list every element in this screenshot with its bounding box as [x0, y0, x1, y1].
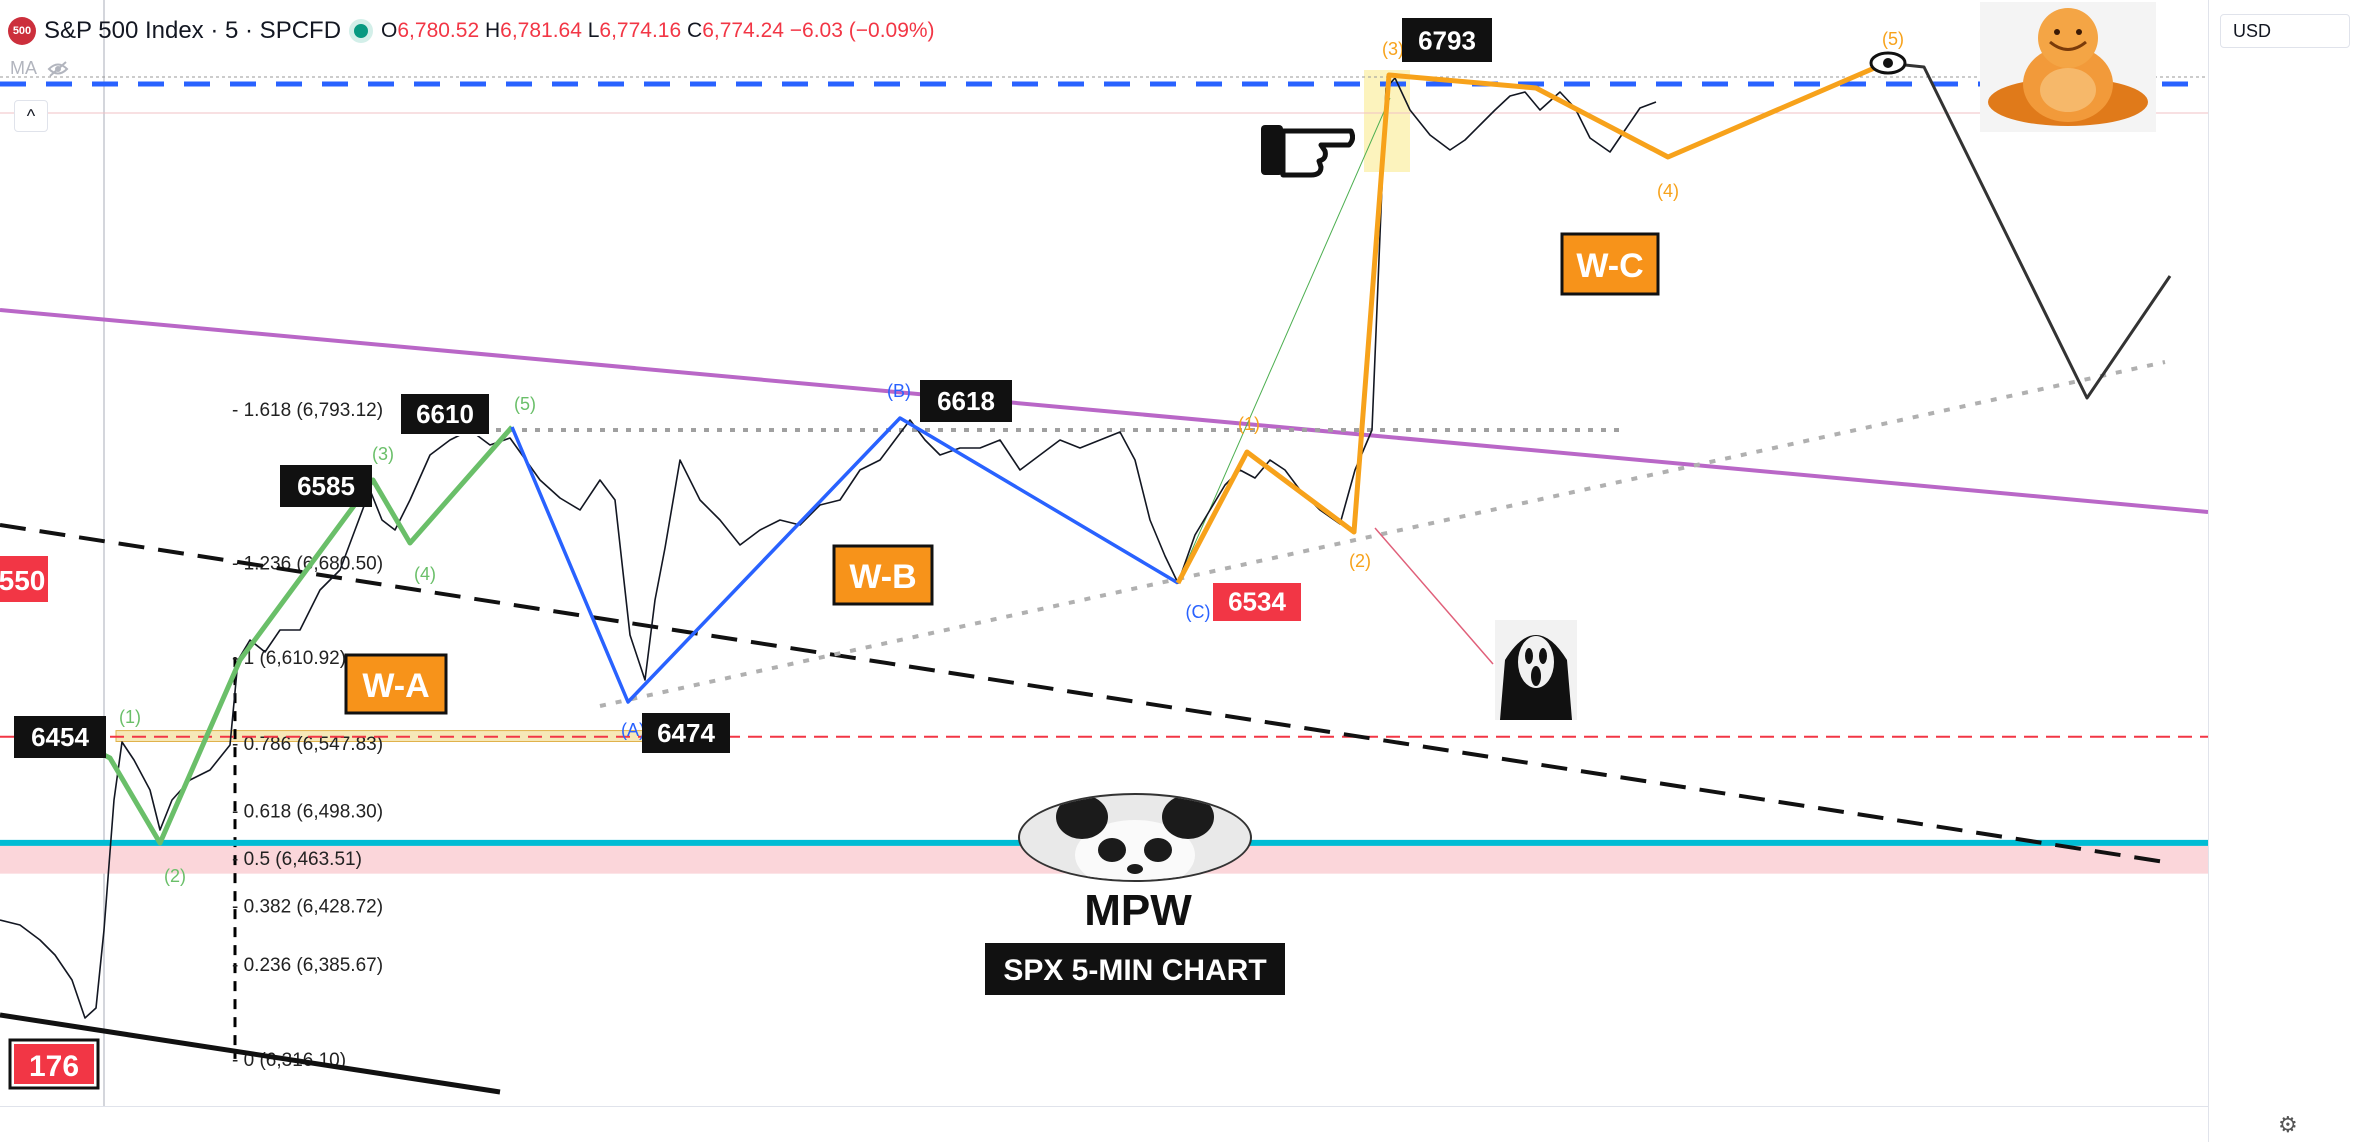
left-clipped-label: 550	[0, 565, 45, 596]
black-lower-trendline	[0, 1012, 501, 1095]
eye-hidden-icon[interactable]	[47, 60, 69, 78]
eye-pupil	[1883, 58, 1893, 68]
grey-dotted-trendline	[599, 360, 2166, 708]
blue-label-b: (B)	[887, 381, 911, 401]
callout-6454: 6454	[31, 722, 89, 752]
green-label-2: (2)	[164, 866, 186, 886]
callout-6793-bg	[1402, 18, 1492, 62]
ohlc-readout: O6,780.52 H6,781.64 L6,774.16 C6,774.24 …	[381, 19, 935, 42]
pointing-hand-icon	[1255, 95, 1356, 185]
orange-label-3: (3)	[1382, 39, 1404, 59]
callout-6618-bg	[920, 380, 1012, 422]
green-wave-line	[82, 425, 514, 846]
purple-trendline	[0, 308, 2209, 514]
open-value: 6,780.52	[397, 19, 480, 42]
ghostface-image	[1495, 620, 1577, 720]
orange-label-1: (1)	[1238, 414, 1260, 434]
callout-6610-bg	[399, 392, 491, 436]
thin-green-line	[1177, 97, 1391, 583]
gear-icon[interactable]: ⚙	[2278, 1112, 2298, 1137]
box-w-a: W-A	[362, 667, 429, 705]
blue-label-c: (C)	[1186, 602, 1211, 622]
price-axis[interactable]	[2208, 0, 2369, 1142]
fib-label-4: - 0.618 (6,498.30)	[232, 802, 383, 823]
price-series	[0, 77, 1657, 1019]
indicator-legend[interactable]: MA	[10, 58, 69, 79]
callout-6454-bg	[14, 716, 106, 758]
buddha-image	[1980, 2, 2156, 132]
green-label-4: (4)	[414, 564, 436, 584]
callout-6793: 6793	[1418, 26, 1476, 56]
close-value: 6,774.24	[702, 19, 784, 42]
time-axis[interactable]	[0, 1106, 2208, 1142]
orange-label-4: (4)	[1657, 181, 1679, 201]
callout-6585-bg	[280, 465, 372, 507]
fib-label-6: - 0.382 (6,428.72)	[232, 896, 383, 917]
bottom-left-clipped-label: 176	[29, 1050, 79, 1083]
brand-name: MPW	[1084, 886, 1192, 935]
green-label-1: (1)	[119, 707, 141, 727]
brand-title: SPX 5-MIN CHART	[1003, 954, 1266, 987]
callout-6474: 6474	[657, 718, 715, 748]
blue-label-a: (A)	[621, 720, 645, 740]
fib-label-0: - 1.618 (6,793.12)	[232, 400, 383, 421]
ma-label: MA	[10, 58, 37, 78]
brand-title-bg	[985, 943, 1285, 995]
box-w-c-bg	[1560, 232, 1660, 296]
low-value: 6,774.16	[599, 19, 682, 42]
callout-6610: 6610	[416, 399, 474, 429]
market-status-icon	[349, 19, 374, 43]
panda-logo	[1018, 793, 1252, 882]
high-value: 6,781.64	[500, 19, 582, 42]
orange-label-5: (5)	[1882, 29, 1904, 49]
green-label-3: (3)	[372, 444, 394, 464]
green-label-5: (5)	[514, 394, 536, 414]
orange-label-2: (2)	[1349, 551, 1371, 571]
collapse-legend-button[interactable]: ^	[14, 100, 48, 132]
fib-label-5: - 0.5 (6,463.51)	[232, 849, 362, 870]
arrow-line	[1374, 527, 1494, 665]
callout-6618: 6618	[937, 386, 995, 416]
box-w-a-bg	[344, 653, 448, 715]
callout-6585: 6585	[297, 471, 355, 501]
fib-label-1: - 1.236 (6,680.50)	[232, 553, 383, 574]
callout-6534: 6534	[1228, 586, 1286, 616]
fib-label-7: - 0.236 (6,385.67)	[232, 955, 383, 976]
currency-select[interactable]: USD	[2220, 14, 2350, 48]
box-w-c: W-C	[1576, 247, 1643, 285]
box-w-b-bg	[832, 544, 934, 606]
fib-label-2: - 1 (6,610.92)	[232, 648, 346, 669]
callout-6534-bg	[1213, 583, 1301, 621]
change-value: −6.03 (−0.09%)	[789, 19, 935, 42]
sp500-logo: 500	[8, 17, 36, 45]
orange-wave-line	[1175, 60, 1887, 585]
symbol-header: 500 S&P 500 Index · 5 · SPCFD O6,780.52 …	[8, 14, 935, 48]
box-w-b: W-B	[849, 558, 916, 596]
bottom-left-clipped-inner	[14, 1044, 94, 1084]
blue-wave-line	[510, 416, 1179, 704]
callout-6474-bg	[642, 713, 730, 753]
black-dashed-trendline	[0, 523, 2166, 864]
symbol-title[interactable]: S&P 500 Index · 5 · SPCFD	[44, 17, 342, 44]
left-clipped-bg	[0, 556, 48, 602]
fib-label-3: - 0.786 (6,547.83)	[232, 734, 383, 755]
